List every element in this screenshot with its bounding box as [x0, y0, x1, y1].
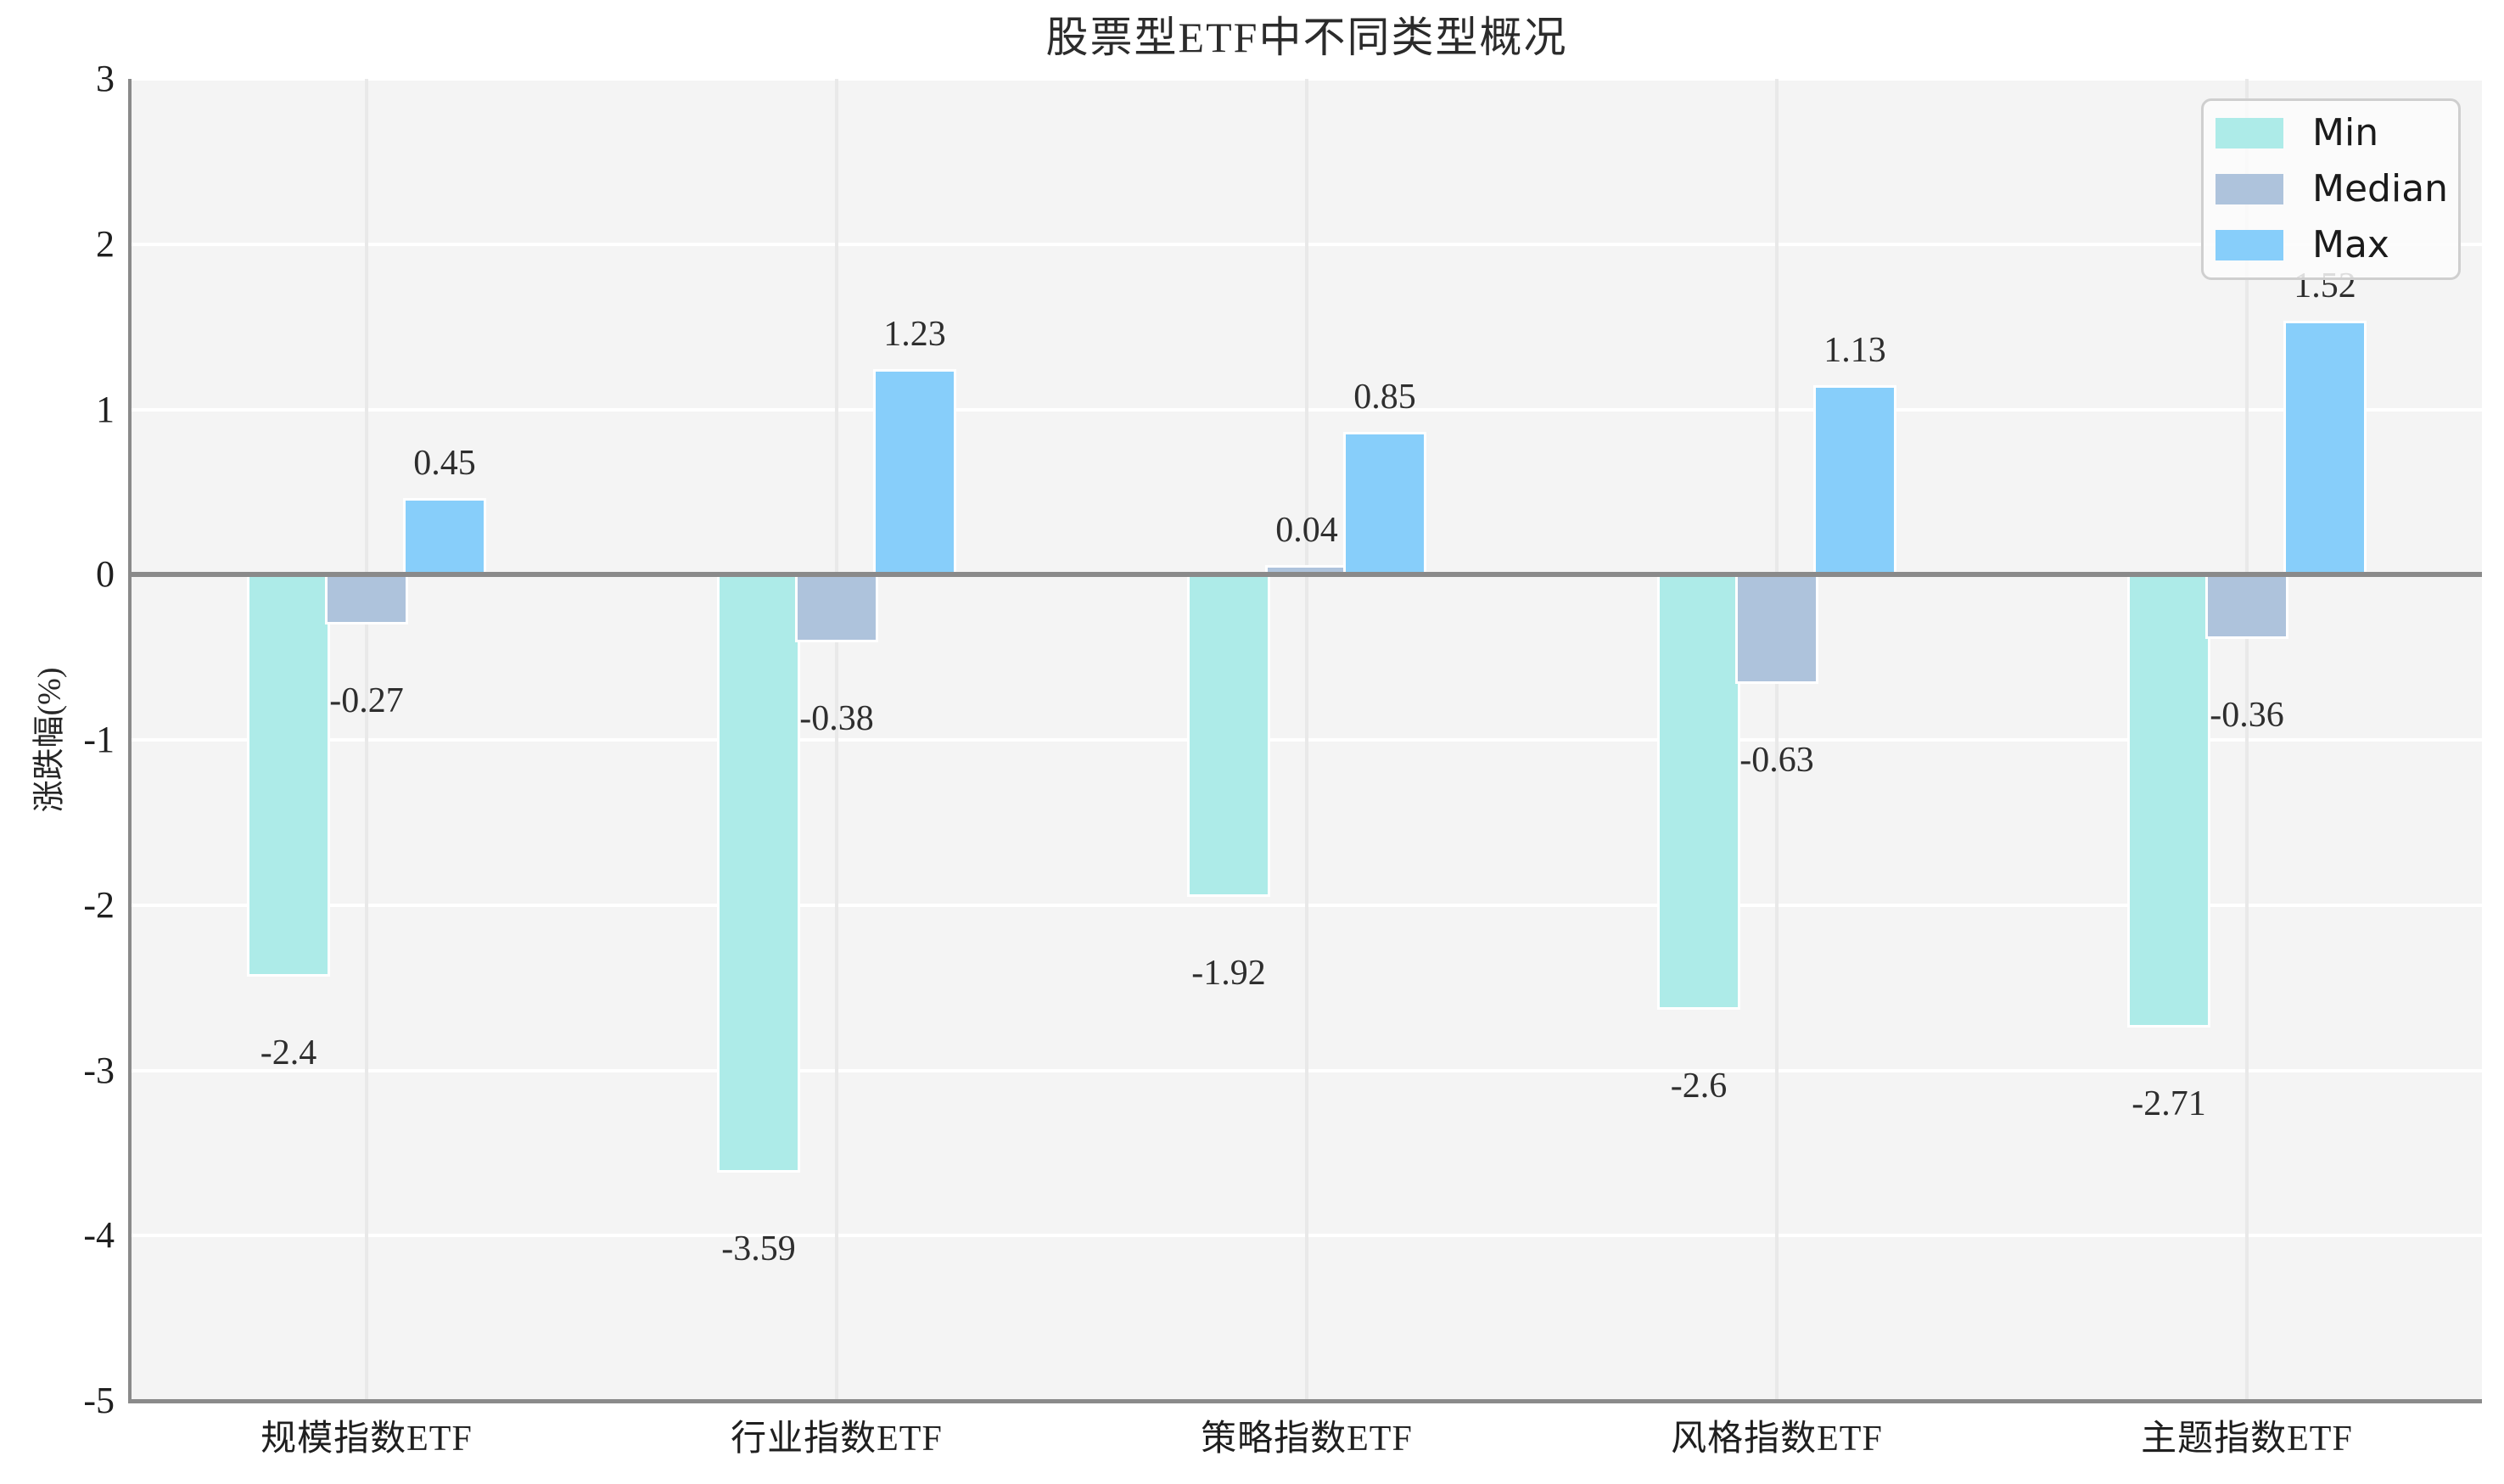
left-spine	[128, 79, 132, 1401]
y-tick-label: -5	[83, 1380, 115, 1421]
value-label: -3.59	[721, 1229, 796, 1269]
x-tick-label: 策略指数ETF	[1201, 1420, 1413, 1459]
x-tick-label: 规模指数ETF	[260, 1420, 473, 1459]
x-tick-label: 主题指数ETF	[2141, 1420, 2353, 1459]
y-tick-label: -4	[83, 1214, 115, 1257]
value-label: 0.85	[1353, 377, 1416, 417]
y-tick-label: -2	[83, 883, 115, 926]
v-gridline	[1305, 79, 1308, 1401]
bar-min	[1187, 574, 1270, 898]
plot-area: -2.4 -3.59 -1.92 -2.6 -2.71 -0.27 -0.38 0.04 -0.…	[132, 79, 2482, 1401]
bar-min	[2127, 574, 2210, 1028]
value-label: -0.63	[1739, 740, 1814, 780]
bar-max	[1813, 385, 1896, 578]
value-label: -1.92	[1191, 954, 1266, 994]
legend: Min Median Max	[2201, 98, 2461, 280]
x-tick-label: 风格指数ETF	[1671, 1420, 1883, 1459]
bottom-spine	[128, 1399, 2482, 1403]
v-gridline	[2245, 79, 2249, 1401]
y-tick-label: 1	[96, 388, 115, 430]
value-label: -0.38	[799, 699, 874, 739]
legend-swatch-median	[2216, 174, 2283, 204]
value-label: 0.04	[1275, 511, 1338, 551]
value-label: -0.27	[329, 680, 404, 720]
value-label: 1.13	[1823, 331, 1886, 371]
bar-median	[2205, 574, 2288, 640]
bar-median	[1735, 574, 1818, 684]
value-label: -0.36	[2210, 696, 2284, 736]
bar-min	[247, 574, 330, 977]
bar-median	[325, 574, 408, 624]
bar-max	[2283, 321, 2367, 578]
value-label: -2.6	[1670, 1066, 1728, 1106]
legend-swatch-max	[2216, 230, 2283, 260]
y-tick-label: 3	[96, 58, 115, 99]
v-gridline	[835, 79, 838, 1401]
y-tick-label: -1	[83, 719, 115, 760]
legend-label: Median	[2312, 167, 2449, 210]
bar-max	[403, 497, 486, 578]
value-label: -2.4	[260, 1033, 317, 1072]
legend-label: Max	[2312, 223, 2389, 266]
y-tick-label: 2	[96, 222, 115, 265]
y-tick-label: -3	[83, 1049, 115, 1091]
bar-min	[1657, 574, 1740, 1010]
legend-label: Min	[2312, 111, 2379, 154]
bar-max	[1343, 431, 1426, 578]
legend-item: Max	[2216, 227, 2389, 264]
legend-item: Median	[2216, 171, 2448, 208]
zero-line	[132, 572, 2482, 578]
chart-title: 股票型ETF中不同类型概况	[1045, 14, 1568, 61]
x-tick-label: 行业指数ETF	[731, 1420, 943, 1459]
value-label: 1.23	[883, 314, 946, 354]
legend-swatch-min	[2216, 118, 2283, 148]
bar-max	[873, 368, 956, 578]
bar-median	[795, 574, 878, 643]
y-tick-label: 0	[96, 553, 115, 596]
legend-item: Min	[2216, 115, 2378, 152]
value-label: 0.45	[413, 443, 476, 483]
bar-min	[717, 574, 800, 1173]
value-label: -2.71	[2131, 1084, 2206, 1124]
v-gridline	[365, 79, 368, 1401]
v-gridline	[1775, 79, 1779, 1401]
